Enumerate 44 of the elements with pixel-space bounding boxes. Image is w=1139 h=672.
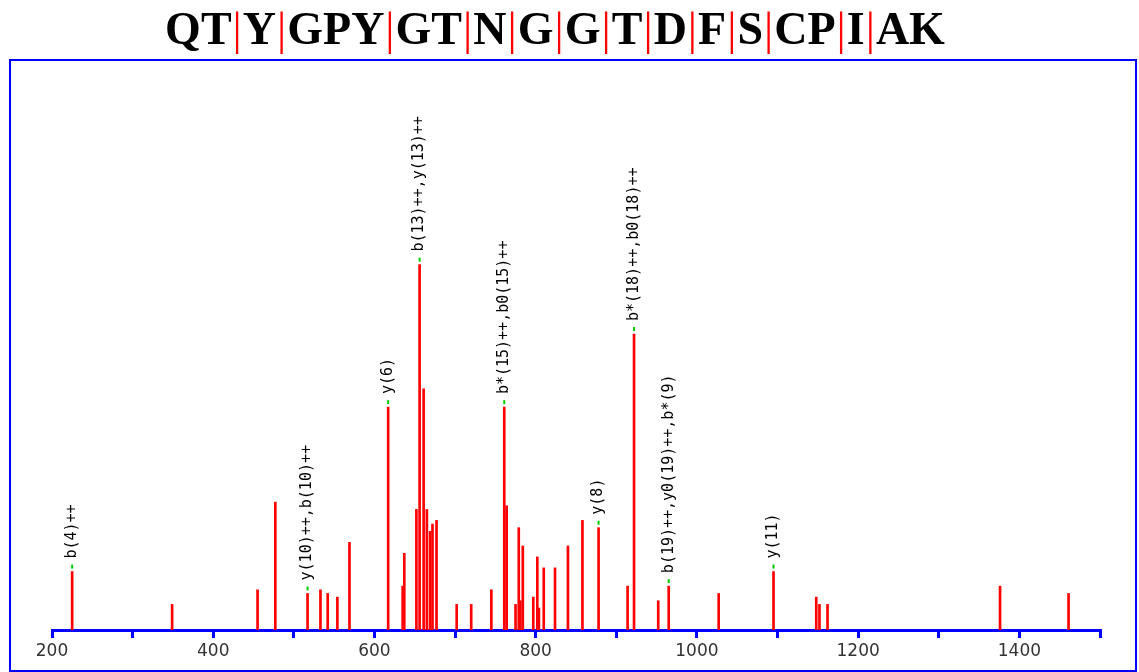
bar — [814, 596, 818, 630]
bar — [597, 527, 600, 630]
x-tick-label: 1200 — [836, 639, 880, 660]
bar — [348, 541, 351, 630]
bar — [469, 604, 473, 630]
bar — [717, 593, 721, 630]
bar — [490, 589, 493, 630]
x-tick-label: 400 — [197, 639, 230, 660]
bar — [626, 585, 629, 630]
bar — [336, 596, 339, 630]
x-tick-label: 800 — [519, 639, 552, 660]
bar — [667, 585, 671, 630]
bar — [431, 523, 434, 630]
bar — [535, 556, 539, 630]
x-tick-label: 200 — [35, 639, 69, 660]
x-tick-label: 1400 — [997, 639, 1042, 660]
bar — [256, 589, 259, 630]
annotation: b*(15)++,b0(15)++ — [494, 240, 513, 395]
bar — [826, 604, 829, 630]
annotation: y(10)++,b(10)++ — [297, 444, 316, 581]
annotation: y(6) — [378, 357, 397, 395]
bar — [1067, 593, 1070, 630]
x-tick-label: 600 — [358, 639, 391, 660]
bar — [772, 571, 775, 630]
bar — [542, 567, 546, 630]
annotation: b(19)++,y0(19)++,b*(9) — [658, 374, 677, 574]
annotation: b(4)++ — [62, 504, 81, 559]
annotation: y(11) — [763, 513, 782, 559]
annotation: y(8) — [588, 478, 607, 515]
annotation: b(13)++,y(13)++ — [409, 116, 428, 252]
bar — [418, 264, 421, 630]
bar — [273, 501, 277, 630]
annotation: b*(18)++,b0(18)++ — [623, 167, 642, 322]
bar — [502, 406, 506, 630]
bar — [319, 589, 322, 630]
bar — [581, 520, 584, 630]
bar — [402, 552, 406, 630]
bar — [306, 593, 309, 630]
bar — [656, 600, 660, 630]
bar — [326, 593, 330, 630]
bar — [455, 604, 459, 630]
x-tick-label: 1000 — [675, 639, 719, 660]
chart-title: QT|Y|GPY|GT|N|G|G|T|D|F|S|CP|I|AK — [165, 3, 945, 54]
bar — [435, 520, 438, 630]
